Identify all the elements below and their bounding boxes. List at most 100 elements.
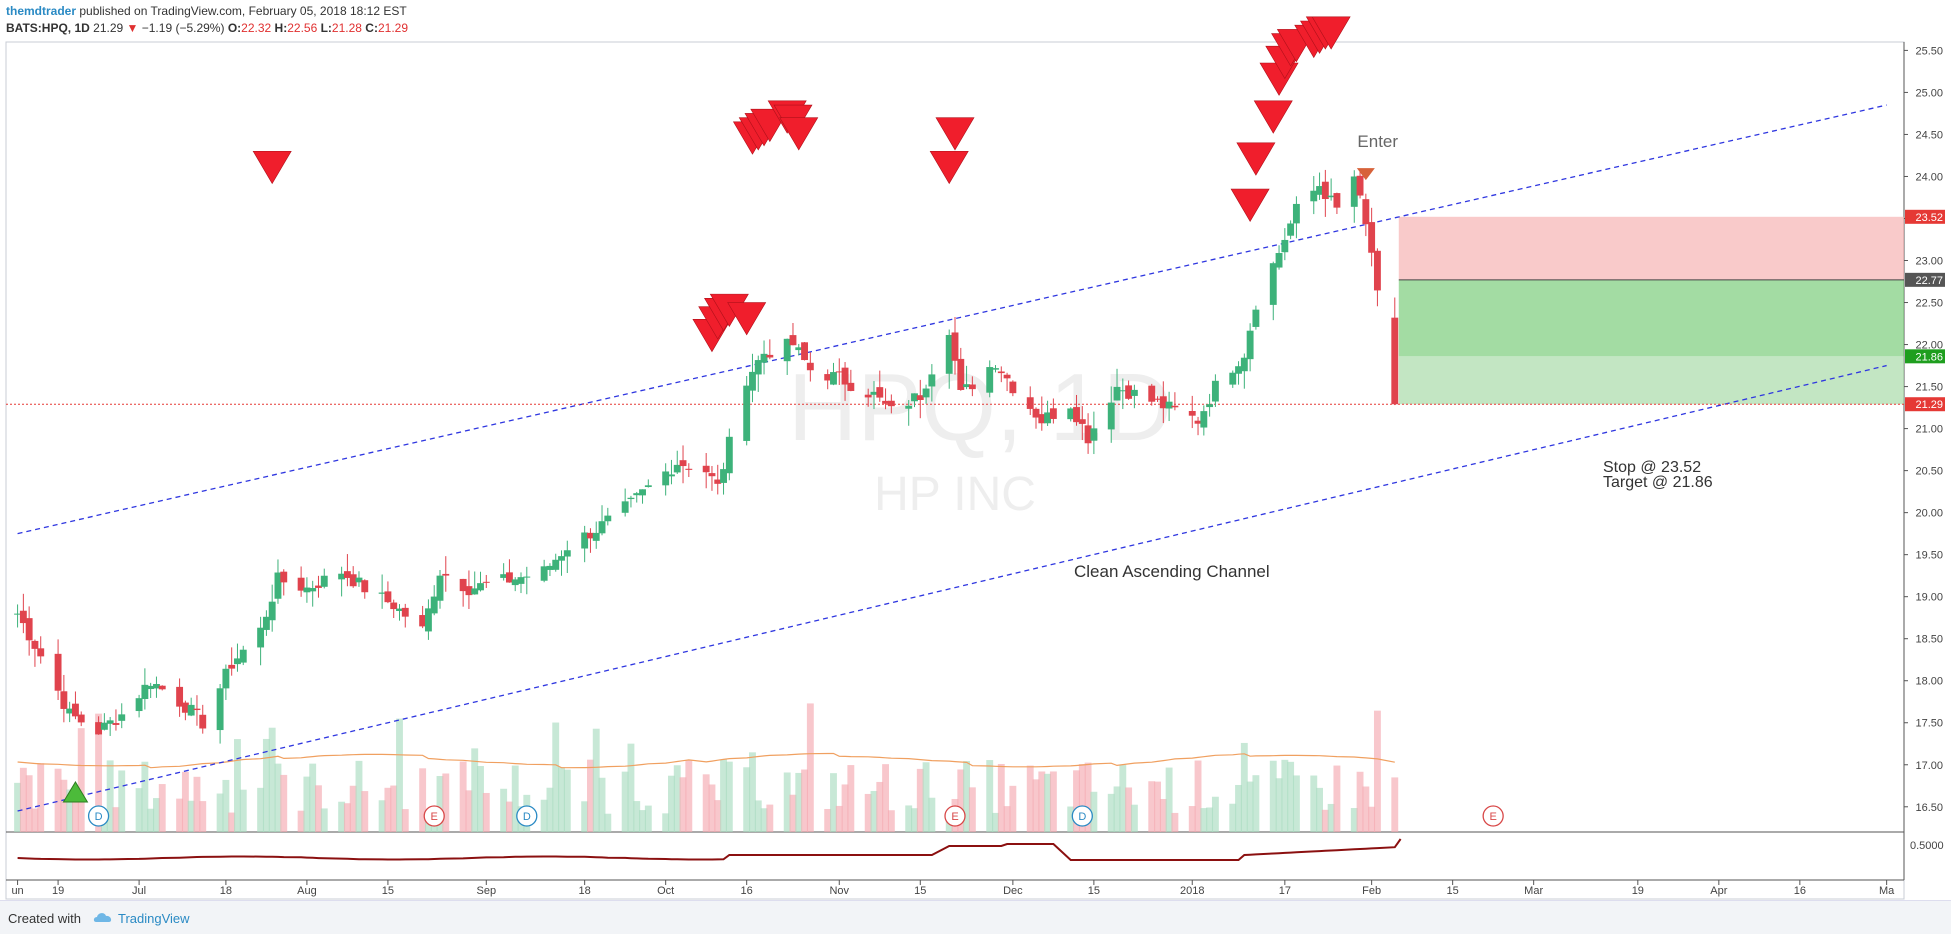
- sell-signal-marker[interactable]: [929, 150, 969, 185]
- candle-body: [280, 571, 288, 583]
- volume-bar: [228, 812, 236, 832]
- volume-bar: [297, 810, 305, 832]
- candle-body: [25, 618, 33, 641]
- candle-body: [1292, 203, 1300, 224]
- candle-body: [1194, 420, 1202, 424]
- volume-bar: [118, 770, 126, 832]
- event-marker[interactable]: [87, 805, 110, 827]
- tradingview-link[interactable]: TradingView: [118, 911, 190, 926]
- candle-body: [1281, 239, 1289, 253]
- sell-signal-marker[interactable]: [1236, 142, 1276, 176]
- volume-bar: [1026, 765, 1034, 832]
- volume-bar: [153, 798, 160, 832]
- x-tick-label: Aug: [297, 885, 317, 897]
- volume-bar: [835, 805, 843, 832]
- y-tick-label: 18.50: [1915, 634, 1943, 646]
- volume-moving-average: [17, 752, 1395, 769]
- candle-body: [789, 335, 797, 346]
- event-marker[interactable]: [516, 805, 538, 827]
- volume-bar: [390, 785, 398, 832]
- volume-bar: [442, 773, 450, 832]
- target-zone[interactable]: [1398, 279, 1904, 357]
- indicator-value-label: 0.5000: [1910, 840, 1944, 852]
- event-marker[interactable]: [1482, 805, 1504, 827]
- author-link[interactable]: themdtrader: [6, 4, 77, 18]
- candle-body: [592, 532, 600, 541]
- candle-body: [66, 708, 74, 714]
- candle-body: [37, 648, 45, 657]
- volume-bar: [1287, 761, 1295, 832]
- volume-bar: [1275, 778, 1283, 832]
- candle-body: [71, 703, 79, 717]
- volume-bar: [916, 768, 924, 832]
- volume-bar: [633, 801, 641, 832]
- price-tag: [1905, 349, 1945, 364]
- volume-bar: [558, 767, 565, 832]
- volume-bar: [1240, 742, 1248, 832]
- volume-bar: [992, 812, 999, 832]
- sell-signal-marker[interactable]: [727, 302, 767, 336]
- volume-bar: [1084, 762, 1092, 832]
- candle-body: [1073, 407, 1080, 423]
- target-label: Target @ 21.86: [1603, 474, 1713, 491]
- x-tick-label: 19: [52, 885, 64, 897]
- candle-body: [1211, 380, 1219, 402]
- event-letter: D: [523, 811, 531, 823]
- candle-body: [1373, 250, 1381, 291]
- candle-body: [505, 572, 513, 583]
- volume-bar: [95, 713, 103, 832]
- stop-zone[interactable]: [1398, 216, 1904, 280]
- candle-body: [679, 460, 687, 467]
- candle-body: [216, 688, 224, 731]
- candle-body: [951, 332, 959, 361]
- candle-body: [315, 585, 322, 588]
- volume-bar: [1044, 773, 1052, 832]
- volume-bar: [876, 781, 884, 832]
- candle-body: [482, 581, 490, 583]
- volume-bar: [1350, 808, 1358, 832]
- y-tick-label: 21.50: [1915, 382, 1943, 394]
- x-tick-label: Nov: [829, 885, 849, 897]
- event-marker[interactable]: [1071, 805, 1093, 827]
- candle-body: [847, 382, 855, 391]
- volume-bar: [563, 769, 571, 832]
- candle-body: [795, 347, 803, 351]
- x-tick-label: Feb: [1362, 885, 1381, 897]
- channel-upper-line[interactable]: [17, 104, 1887, 535]
- y-tick-label: 17.00: [1915, 760, 1943, 772]
- sell-signal-marker[interactable]: [1311, 16, 1351, 50]
- candle-body: [1159, 396, 1167, 409]
- candle-body: [471, 588, 479, 595]
- sell-signal-marker[interactable]: [252, 150, 292, 185]
- volume-bar: [604, 813, 612, 832]
- buy-signal-marker[interactable]: [62, 781, 89, 803]
- x-tick-label: un: [11, 885, 23, 897]
- candle-body: [702, 465, 710, 473]
- sell-signal-marker[interactable]: [779, 117, 819, 151]
- candle-body: [997, 371, 1005, 374]
- candle-body: [153, 684, 160, 689]
- volume-bar: [187, 800, 195, 832]
- x-tick-label: Mar: [1524, 885, 1543, 897]
- sell-signal-marker[interactable]: [935, 117, 975, 151]
- extended-target-zone[interactable]: [1398, 356, 1904, 405]
- candle-body: [239, 649, 247, 663]
- candle-body: [841, 367, 849, 385]
- enter-arrow-icon[interactable]: [1356, 168, 1375, 181]
- sell-signal-marker[interactable]: [1230, 188, 1270, 222]
- sell-signal-marker[interactable]: [1253, 100, 1293, 134]
- event-marker[interactable]: [944, 805, 966, 827]
- x-tick-label: 15: [382, 885, 394, 897]
- symbol-name[interactable]: BATS:HPQ, 1D: [6, 21, 90, 35]
- volume-bar: [685, 760, 693, 832]
- event-marker[interactable]: [423, 805, 445, 827]
- y-tick-label: 25.00: [1915, 87, 1943, 99]
- volume-bar: [546, 787, 554, 832]
- volume-bar: [1049, 771, 1057, 832]
- candle-body: [1356, 175, 1364, 196]
- candle-body: [743, 385, 751, 441]
- volume-bar: [806, 703, 814, 832]
- volume-bar: [864, 793, 872, 832]
- candle-body: [100, 722, 108, 730]
